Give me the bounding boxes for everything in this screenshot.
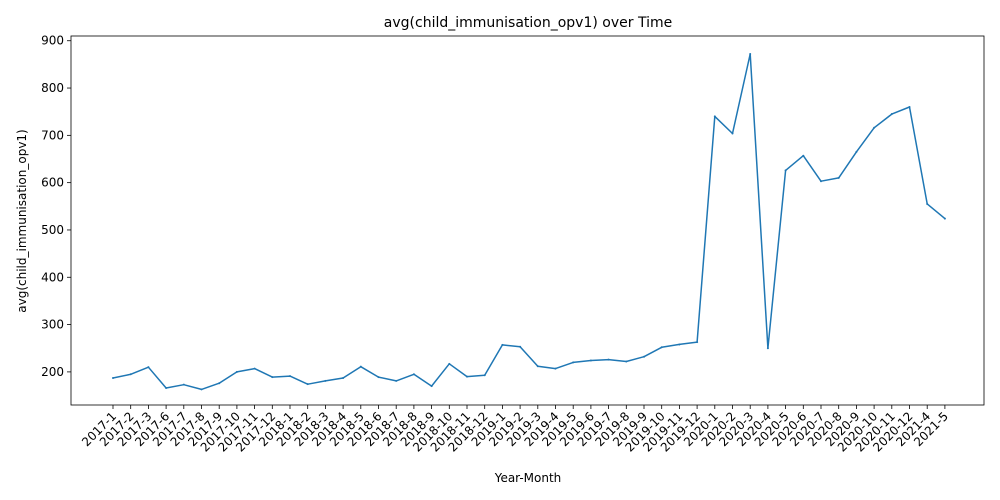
y-axis-title: avg(child_immunisation_opv1) (15, 129, 29, 312)
data-point (289, 375, 291, 378)
data-point (112, 377, 114, 380)
data-point (749, 52, 752, 55)
data-point (448, 362, 451, 365)
data-point (678, 343, 681, 346)
data-point (731, 132, 734, 135)
data-point (572, 361, 575, 364)
y-tick-label: 700 (41, 128, 64, 142)
data-point (943, 217, 946, 220)
data-point (589, 359, 592, 362)
x-axis: 2017-12017-22017-32017-62017-72017-82017… (79, 405, 951, 455)
data-points (112, 52, 946, 391)
data-point (855, 150, 858, 153)
series-line (112, 53, 946, 391)
y-tick-label: 400 (41, 270, 64, 284)
data-point (625, 360, 628, 363)
data-point (359, 365, 362, 368)
data-point (519, 345, 522, 348)
y-axis: 200 300 400 500 600 700 800 900 (41, 34, 71, 379)
data-point (129, 373, 132, 376)
data-point (218, 382, 221, 385)
y-tick-label: 200 (41, 365, 64, 379)
data-point (253, 367, 256, 370)
data-point (200, 388, 203, 391)
y-tick-label: 500 (41, 223, 64, 237)
data-point (784, 169, 787, 172)
y-tick-label: 800 (41, 81, 64, 95)
data-point (395, 379, 398, 382)
data-point (412, 373, 415, 376)
chart-title: avg(child_immunisation_opv1) over Time (384, 15, 672, 31)
data-point (342, 377, 345, 380)
data-point (430, 385, 433, 388)
y-tick-label: 300 (41, 318, 64, 332)
data-point (536, 365, 539, 368)
data-point (696, 341, 699, 344)
data-point (908, 105, 911, 108)
data-point (324, 379, 327, 382)
data-point (660, 346, 663, 349)
data-point (147, 366, 150, 369)
data-point (713, 115, 716, 118)
data-point (306, 383, 309, 386)
data-point (554, 367, 557, 370)
data-point (466, 375, 468, 378)
data-point (501, 343, 504, 346)
data-point (165, 386, 168, 389)
data-point (926, 202, 929, 205)
data-point (837, 176, 840, 179)
x-axis-title: Year-Month (494, 471, 562, 485)
y-tick-label: 600 (41, 176, 64, 190)
data-point (235, 370, 238, 373)
data-point (820, 180, 822, 183)
data-point (766, 347, 769, 350)
data-point (483, 374, 486, 377)
data-point (890, 113, 893, 116)
data-point (873, 126, 876, 129)
data-point (377, 376, 380, 379)
data-point (182, 383, 185, 386)
data-point (802, 154, 805, 157)
y-tick-label: 900 (41, 34, 64, 48)
data-point (271, 376, 274, 379)
plot-area-frame (70, 35, 985, 406)
data-point (643, 355, 645, 358)
data-point (607, 358, 610, 361)
